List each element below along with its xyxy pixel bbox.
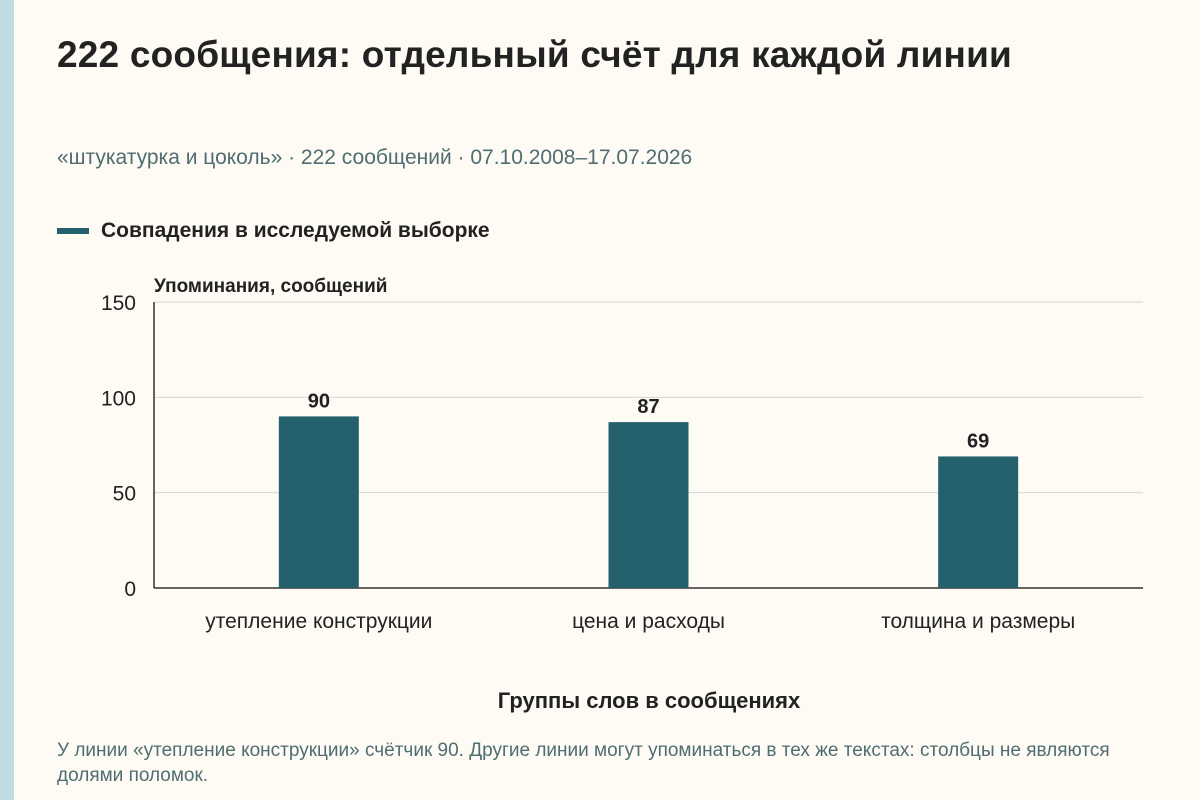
x-tick-label: толщина и размеры: [881, 610, 1075, 633]
x-tick-label: утепление конструкции: [205, 610, 432, 633]
bar: [938, 456, 1018, 588]
x-tick-label: цена и расходы: [572, 610, 725, 633]
bar-value-label: 90: [308, 390, 330, 412]
labels: 0 50 100 150 Упоминания, сообщений 90 утеплени…: [101, 276, 1075, 713]
footnote: У линии «утепление конструкции» счётчик …: [57, 738, 1157, 788]
bar: [609, 422, 689, 588]
y-tick-label: 0: [124, 578, 136, 601]
y-tick-label: 50: [113, 483, 136, 506]
y-tick-label: 150: [101, 292, 136, 315]
x-axis-label: Группы слов в сообщениях: [498, 688, 801, 713]
y-tick-label: 100: [101, 387, 136, 410]
y-axis-label: Упоминания, сообщений: [154, 276, 387, 297]
bar-value-label: 87: [637, 396, 659, 418]
bar-value-label: 69: [967, 430, 989, 452]
bar: [279, 416, 359, 588]
bars: [279, 416, 1018, 588]
